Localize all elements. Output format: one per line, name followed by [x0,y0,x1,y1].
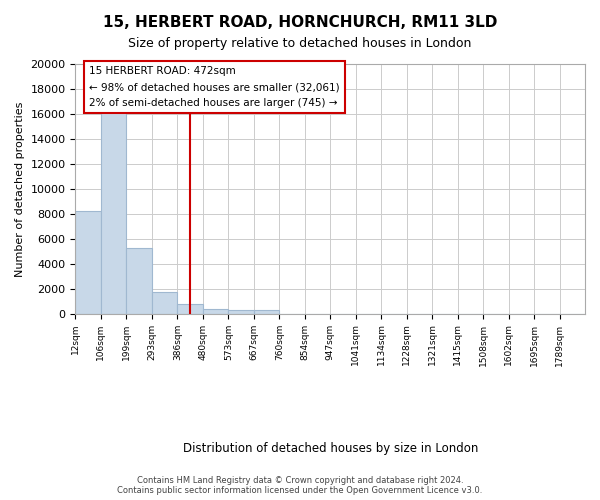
Text: Size of property relative to detached houses in London: Size of property relative to detached ho… [128,38,472,51]
Text: Contains HM Land Registry data © Crown copyright and database right 2024.
Contai: Contains HM Land Registry data © Crown c… [118,476,482,495]
Bar [203,309,228,314]
Bar [254,310,279,314]
Bar [228,310,254,314]
Y-axis label: Number of detached properties: Number of detached properties [15,101,25,276]
Text: 15, HERBERT ROAD, HORNCHURCH, RM11 3LD: 15, HERBERT ROAD, HORNCHURCH, RM11 3LD [103,15,497,30]
Bar [127,248,152,314]
Bar [152,292,178,314]
Bar [101,108,127,314]
X-axis label: Distribution of detached houses by size in London: Distribution of detached houses by size … [182,442,478,455]
Bar [76,212,101,314]
Bar [178,304,203,314]
Text: 15 HERBERT ROAD: 472sqm
← 98% of detached houses are smaller (32,061)
2% of semi: 15 HERBERT ROAD: 472sqm ← 98% of detache… [89,66,340,108]
